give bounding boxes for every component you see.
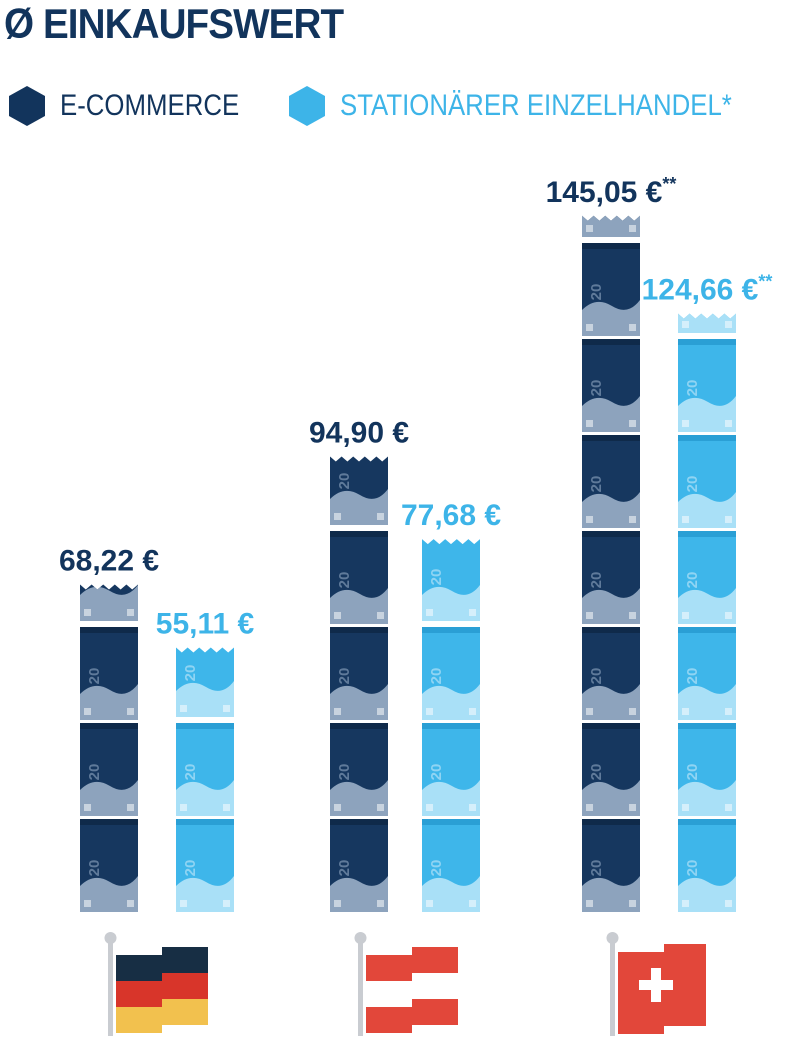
legend-hexagon-icon [9, 86, 45, 126]
austria-flag-icon [354, 932, 458, 1036]
banknote-denomination: 20 [684, 476, 701, 493]
banknote-denomination: 20 [684, 764, 701, 781]
banknote-denomination: 20 [684, 380, 701, 397]
banknote-denomination: 20 [684, 860, 701, 877]
germany-flag-icon [104, 932, 208, 1036]
legend-hexagon-icon [289, 86, 325, 126]
banknote-denomination: 20 [336, 473, 353, 490]
banknote-denomination: 20 [336, 764, 353, 781]
chart-title: Ø EINKAUFSWERT [4, 0, 344, 47]
banknote-denomination: 20 [588, 284, 605, 301]
legend-item-ecommerce: E-COMMERCE [6, 84, 266, 128]
banknote-denomination: 20 [684, 668, 701, 685]
switzerland-flag-icon [606, 932, 706, 1036]
banknote-denomination: 20 [182, 665, 199, 682]
banknote-denomination: 20 [428, 764, 445, 781]
banknote-denomination: 20 [86, 860, 103, 877]
banknote-denomination: 20 [86, 668, 103, 685]
banknote-denomination: 20 [336, 572, 353, 589]
banknote-denomination: 20 [684, 572, 701, 589]
banknote-denomination: 20 [182, 764, 199, 781]
banknote-denomination: 20 [588, 476, 605, 493]
legend-label-stationary: STATIONÄRER EINZELHANDEL* [340, 89, 732, 122]
bar-ecommerce-1: 20 20 20 20 20 [330, 456, 388, 912]
banknote-denomination: 20 [588, 764, 605, 781]
value-label: 68,22 € [59, 545, 159, 578]
bar-stationary-1: 20 20 20 20 [422, 539, 480, 912]
banknote-denomination: 20 [336, 860, 353, 877]
banknote-denomination: 20 [588, 860, 605, 877]
banknote-denomination: 20 [428, 569, 445, 586]
legend-item-stationary: STATIONÄRER EINZELHANDEL* [286, 84, 786, 128]
banknote-denomination: 20 [588, 572, 605, 589]
banknote-denomination: 20 [428, 860, 445, 877]
banknote-denomination: 20 [588, 380, 605, 397]
banknote-denomination: 20 [336, 668, 353, 685]
legend-label-ecommerce: E-COMMERCE [60, 89, 240, 122]
value-label: 94,90 € [309, 416, 409, 449]
banknote-denomination: 20 [428, 668, 445, 685]
banknote-denomination: 20 [182, 860, 199, 877]
bar-stationary-0: 20 20 20 [176, 647, 234, 912]
value-label: 145,05 €** [546, 174, 677, 209]
value-label: 55,11 € [156, 607, 255, 640]
banknote-denomination: 20 [588, 668, 605, 685]
value-label: 77,68 € [401, 499, 501, 532]
banknote-denomination: 20 [86, 764, 103, 781]
value-label: 124,66 €** [642, 272, 773, 307]
